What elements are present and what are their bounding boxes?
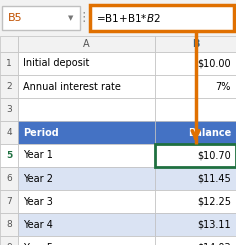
Bar <box>18 98 155 121</box>
Bar <box>0 0 236 36</box>
Text: 7: 7 <box>6 197 12 206</box>
Text: Year 2: Year 2 <box>23 173 53 184</box>
Bar <box>155 52 236 75</box>
Bar <box>90 5 234 31</box>
Bar <box>155 36 236 52</box>
Text: $10.70: $10.70 <box>197 150 231 160</box>
Bar <box>155 75 236 98</box>
Text: ⋮: ⋮ <box>78 12 90 24</box>
Bar <box>18 213 155 236</box>
Bar <box>18 167 155 190</box>
Text: Year 3: Year 3 <box>23 196 53 207</box>
Bar <box>0 36 236 52</box>
Text: 3: 3 <box>6 105 12 114</box>
Bar <box>2 6 80 30</box>
Text: Annual interest rate: Annual interest rate <box>23 82 121 91</box>
Text: 7%: 7% <box>216 82 231 91</box>
Text: Year 4: Year 4 <box>23 220 53 230</box>
Text: 4: 4 <box>6 128 12 137</box>
Text: B5: B5 <box>8 13 23 23</box>
Bar <box>18 144 155 167</box>
Text: Year 1: Year 1 <box>23 150 53 160</box>
Bar <box>155 98 236 121</box>
Text: 9: 9 <box>6 243 12 245</box>
Bar <box>155 167 236 190</box>
Text: 8: 8 <box>6 220 12 229</box>
Bar <box>155 236 236 245</box>
Bar <box>155 144 236 167</box>
Bar <box>0 144 18 167</box>
Text: ▼: ▼ <box>68 15 74 21</box>
Bar <box>155 213 236 236</box>
Text: Year 5: Year 5 <box>23 243 53 245</box>
Bar <box>18 190 155 213</box>
Text: $14.03: $14.03 <box>197 243 231 245</box>
Text: Period: Period <box>23 127 59 137</box>
Bar <box>0 75 18 98</box>
Text: A: A <box>83 39 90 49</box>
Text: Initial deposit: Initial deposit <box>23 59 89 69</box>
Text: $11.45: $11.45 <box>197 173 231 184</box>
Bar <box>18 236 155 245</box>
Text: 1: 1 <box>6 59 12 68</box>
Bar <box>155 190 236 213</box>
Bar <box>0 36 18 52</box>
Text: $12.25: $12.25 <box>197 196 231 207</box>
Bar <box>0 190 18 213</box>
Bar <box>0 121 18 144</box>
Bar <box>0 98 18 121</box>
Bar <box>18 36 155 52</box>
Bar <box>18 121 155 144</box>
Bar <box>18 52 155 75</box>
Bar <box>155 121 236 144</box>
Bar <box>0 167 18 190</box>
Text: $13.11: $13.11 <box>197 220 231 230</box>
Text: =B1+B1*$B$2: =B1+B1*$B$2 <box>96 12 161 24</box>
Text: 5: 5 <box>6 151 12 160</box>
Bar <box>0 52 18 75</box>
Bar <box>0 213 18 236</box>
Text: Balance: Balance <box>188 127 231 137</box>
Bar <box>18 75 155 98</box>
Bar <box>0 236 18 245</box>
Text: 6: 6 <box>6 174 12 183</box>
Text: B: B <box>192 39 199 49</box>
Text: $10.00: $10.00 <box>197 59 231 69</box>
Text: 2: 2 <box>6 82 12 91</box>
